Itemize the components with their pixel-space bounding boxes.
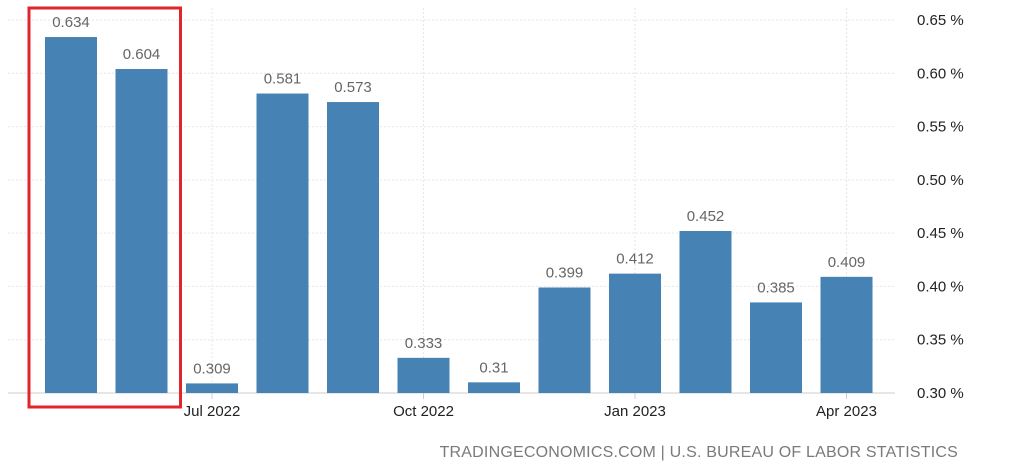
y-axis-ticks: 0.30 % 0.35 % 0.40 % 0.45 % 0.50 % 0.55 % 0.60… — [917, 12, 964, 402]
data-label: 0.634 — [52, 14, 90, 31]
bar — [679, 231, 732, 393]
bar — [609, 273, 661, 393]
bar — [538, 287, 591, 393]
value-labels: 0.634 0.604 0.309 0.581 0.573 0.333 0.31 0.399 0… — [52, 14, 865, 377]
y-tick-label: 0.45 % — [917, 225, 964, 242]
data-label: 0.399 — [546, 264, 584, 281]
data-label: 0.309 — [193, 360, 231, 377]
y-tick-label: 0.65 % — [917, 12, 964, 29]
data-label: 0.385 — [757, 279, 795, 296]
data-label: 0.409 — [828, 254, 866, 271]
bar — [468, 382, 520, 393]
data-label: 0.333 — [405, 335, 443, 352]
y-tick-label: 0.50 % — [917, 172, 964, 189]
x-tick-label: Jan 2023 — [604, 403, 666, 420]
bar — [750, 302, 802, 393]
data-label: 0.581 — [264, 71, 302, 88]
data-label: 0.31 — [479, 359, 508, 376]
bar — [327, 102, 379, 393]
data-label: 0.452 — [687, 208, 725, 225]
y-tick-label: 0.40 % — [917, 278, 964, 295]
highlight-box — [27, 6, 182, 409]
bar — [256, 93, 309, 393]
bars — [45, 37, 873, 394]
source-credit: TRADINGECONOMICS.COM | U.S. BUREAU OF LA… — [439, 444, 958, 461]
data-label: 0.573 — [334, 79, 372, 96]
bar — [820, 276, 873, 393]
x-tick-label: Jul 2022 — [184, 403, 241, 420]
bar — [186, 383, 238, 393]
highlight-rectangle — [27, 6, 182, 409]
x-axis-ticks: Jul 2022 Oct 2022 Jan 2023 Apr 2023 — [184, 393, 877, 420]
x-tick-label: Oct 2022 — [393, 403, 454, 420]
bar — [115, 69, 168, 393]
bar — [45, 37, 97, 394]
y-tick-label: 0.60 % — [917, 65, 964, 82]
data-label: 0.604 — [123, 46, 161, 63]
y-tick-label: 0.55 % — [917, 119, 964, 136]
data-label: 0.412 — [616, 251, 654, 268]
x-tick-label: Apr 2023 — [816, 403, 877, 420]
y-tick-label: 0.35 % — [917, 332, 964, 349]
y-tick-label: 0.30 % — [917, 385, 964, 402]
bar — [397, 357, 450, 393]
